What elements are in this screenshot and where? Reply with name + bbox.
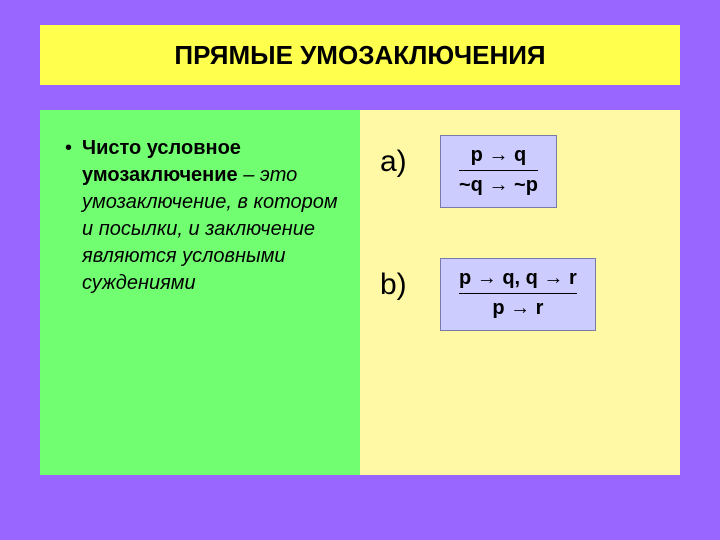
bullet-block: • Чисто условное умозаключение – это умо… — [60, 135, 340, 297]
formula-label-b: b) — [380, 258, 440, 302]
left-panel: • Чисто условное умозаключение – это умо… — [40, 110, 360, 475]
formula-box-a: p → q ~q → ~p — [440, 135, 557, 208]
formula-b-line2: p → r — [459, 297, 577, 320]
formula-a-line1: p → q — [459, 144, 538, 167]
formula-box-b: p → q, q → r p → r — [440, 258, 596, 331]
formula-a-divider — [459, 170, 538, 171]
right-panel: a) p → q ~q → ~p b) p → q, q → r p → r — [360, 110, 680, 475]
bullet-bold2: умозаключение — [82, 164, 238, 186]
formula-label-a: a) — [380, 135, 440, 179]
formula-b-divider — [459, 293, 577, 294]
title-box: ПРЯМЫЕ УМОЗАКЛЮЧЕНИЯ — [40, 25, 680, 85]
formula-row-b: b) p → q, q → r p → r — [380, 258, 660, 331]
formula-a-line2: ~q → ~p — [459, 174, 538, 197]
bullet-dot: • — [65, 135, 72, 162]
title-text: ПРЯМЫЕ УМОЗАКЛЮЧЕНИЯ — [174, 40, 545, 71]
formula-row-a: a) p → q ~q → ~p — [380, 135, 660, 208]
bullet-text: Чисто условное умозаключение – это умоза… — [82, 135, 340, 297]
formula-b-line1: p → q, q → r — [459, 267, 577, 290]
bullet-bold1: Чисто условное — [82, 137, 241, 159]
